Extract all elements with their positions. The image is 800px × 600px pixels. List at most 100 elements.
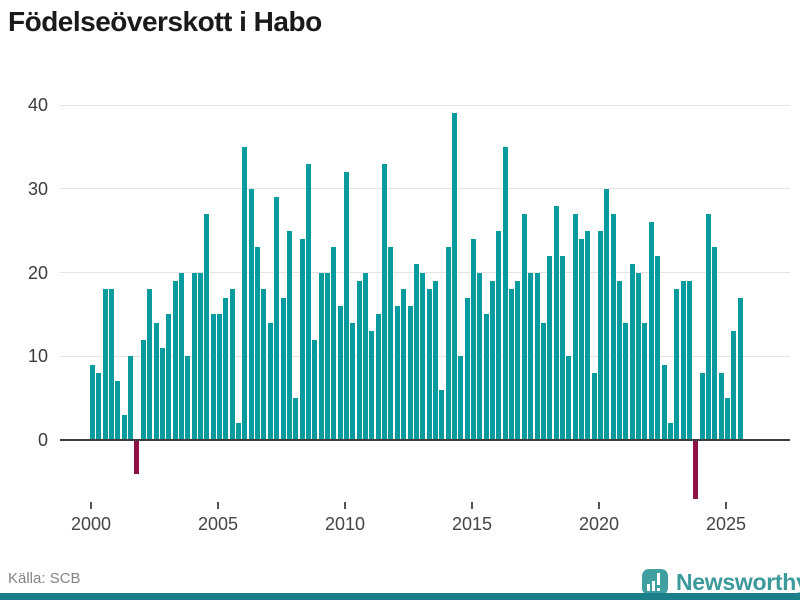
- bar-2015-Q4: [490, 280, 496, 440]
- bar-2005-Q1: [217, 314, 222, 440]
- bar-2001-Q1: [115, 381, 121, 440]
- bar-2005-Q2: [223, 297, 229, 440]
- bar-2016-Q4: [515, 280, 521, 440]
- bar-2025-Q1: [725, 398, 730, 440]
- bar-2021-Q3: [636, 272, 642, 440]
- bar-2015-Q1: [471, 239, 476, 440]
- x-tick-2000: [90, 502, 92, 509]
- bar-2021-Q4: [642, 322, 648, 440]
- bar-2005-Q3: [229, 289, 235, 440]
- bar-2020-Q2: [604, 188, 610, 440]
- bar-2016-Q1: [496, 230, 502, 440]
- bar-2023-Q2: [680, 280, 686, 440]
- bar-2012-Q3: [407, 306, 413, 440]
- bar-2016-Q2: [502, 146, 508, 440]
- bar-2012-Q2: [401, 289, 407, 440]
- bar-2010-Q4: [363, 272, 369, 440]
- x-axis-label-2025: 2025: [705, 514, 747, 534]
- brand-name: Newsworthy: [676, 568, 800, 595]
- gridline-30: [60, 188, 790, 190]
- bar-2007-Q4: [286, 230, 292, 440]
- bar-2008-Q3: [305, 163, 311, 440]
- bar-2003-Q4: [185, 356, 191, 440]
- bar-2010-Q3: [356, 280, 362, 440]
- x-axis-label-2005: 2005: [197, 514, 239, 534]
- bar-2002-Q2: [147, 289, 153, 440]
- y-axis-label-0: 0: [37, 430, 48, 450]
- bar-2008-Q4: [312, 339, 318, 440]
- bar-2012-Q1: [394, 306, 400, 440]
- bar-2004-Q4: [210, 314, 216, 440]
- bar-2000-Q4: [109, 289, 115, 440]
- bar-2006-Q1: [242, 146, 248, 440]
- bar-2019-Q1: [572, 213, 578, 440]
- bar-2006-Q2: [248, 188, 254, 440]
- bar-2013-Q2: [426, 289, 432, 440]
- bar-2021-Q2: [629, 264, 635, 440]
- bar-2006-Q3: [255, 247, 261, 440]
- bar-2018-Q4: [566, 356, 572, 440]
- bar-2002-Q3: [153, 322, 159, 440]
- x-axis-label-2010: 2010: [324, 514, 366, 534]
- bar-2023-Q1: [674, 289, 680, 440]
- y-axis-label-10: 10: [27, 346, 48, 367]
- bar-2006-Q4: [261, 289, 267, 440]
- bar-2002-Q1: [140, 339, 146, 440]
- bar-2017-Q3: [534, 272, 540, 440]
- bar-2024-Q4: [718, 373, 724, 440]
- bar-2018-Q1: [547, 255, 553, 440]
- bar-2007-Q2: [274, 197, 280, 440]
- bar-2003-Q3: [178, 272, 184, 440]
- x-axis-label-2015: 2015: [451, 514, 493, 534]
- x-tick-2010: [344, 502, 346, 509]
- bar-2013-Q4: [439, 389, 445, 440]
- bar-2007-Q3: [280, 297, 286, 440]
- source-label: Källa: SCB: [8, 570, 81, 587]
- bar-2001-Q3: [128, 356, 134, 440]
- bar-2025-Q2: [731, 331, 737, 440]
- bar-2023-Q3: [686, 280, 692, 440]
- bar-2014-Q4: [464, 297, 470, 440]
- x-tick-2015: [471, 502, 473, 509]
- bar-2003-Q2: [172, 280, 178, 440]
- bar-2010-Q1: [344, 172, 349, 440]
- bar-2009-Q3: [331, 247, 337, 440]
- bar-2018-Q3: [559, 255, 565, 440]
- bar-2004-Q2: [197, 272, 203, 440]
- newsworthy-bars-icon: [642, 569, 668, 600]
- bar-2015-Q2: [477, 272, 483, 440]
- bar-2015-Q3: [483, 314, 489, 440]
- bar-2022-Q1: [648, 222, 654, 440]
- bar-2019-Q2: [578, 239, 584, 440]
- bar-2011-Q1: [369, 331, 375, 440]
- bar-2023-Q4: [693, 440, 699, 499]
- bar-2004-Q1: [191, 272, 197, 440]
- bar-2004-Q3: [204, 213, 210, 440]
- bar-2002-Q4: [159, 347, 165, 440]
- bar-2010-Q2: [350, 322, 356, 440]
- bar-2000-Q1: [90, 364, 95, 440]
- bar-2017-Q4: [540, 322, 546, 440]
- bar-2013-Q1: [420, 272, 426, 440]
- bar-2000-Q2: [96, 373, 102, 440]
- bar-2001-Q2: [121, 414, 127, 440]
- y-axis-label-30: 30: [27, 178, 48, 199]
- x-tick-2025: [725, 502, 727, 509]
- bar-2017-Q1: [521, 213, 527, 440]
- bar-2012-Q4: [413, 264, 419, 440]
- bar-2018-Q2: [553, 205, 559, 440]
- bottom-accent-strip: [0, 593, 800, 600]
- bar-2009-Q4: [337, 306, 343, 440]
- bar-2008-Q1: [293, 398, 299, 440]
- bar-2022-Q2: [655, 255, 661, 440]
- bar-2021-Q1: [623, 322, 629, 440]
- bar-2024-Q3: [712, 247, 718, 440]
- y-axis-label-40: 40: [27, 95, 48, 115]
- newsworthy-logo: Newsworthy: [642, 567, 800, 600]
- bar-2009-Q2: [324, 272, 330, 440]
- bar-2011-Q2: [375, 314, 381, 440]
- bar-2014-Q3: [458, 356, 464, 440]
- bar-2024-Q1: [699, 373, 705, 440]
